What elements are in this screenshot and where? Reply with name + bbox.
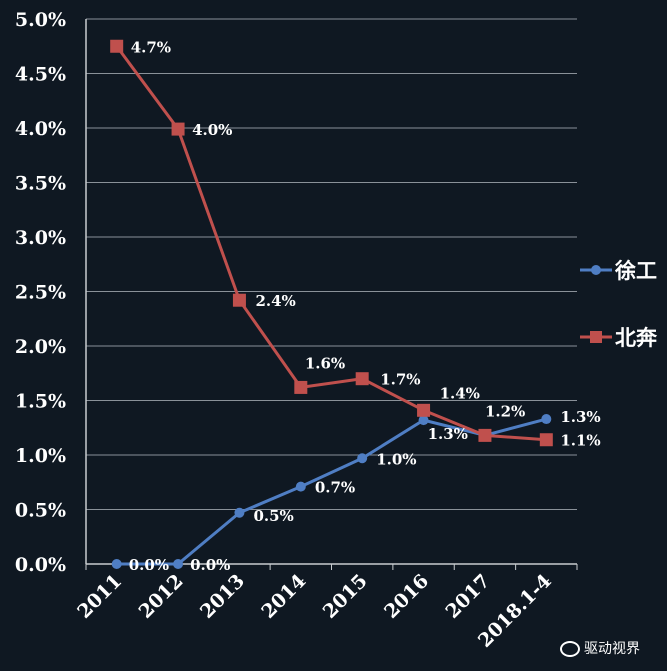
data-label: 1.3% [428, 425, 468, 443]
data-label: 2.4% [255, 292, 295, 310]
x-tick-label: 2013 [196, 570, 249, 623]
y-tick-label: 1.5% [15, 391, 66, 413]
data-label: 1.0% [376, 450, 416, 468]
series [110, 39, 553, 569]
data-point [234, 507, 245, 518]
wechat-icon [560, 641, 580, 657]
legend-marker [590, 331, 602, 343]
legend-label: 北奔 [615, 325, 658, 350]
data-label: 1.2% [485, 402, 525, 420]
data-label: 4.0% [192, 121, 232, 139]
grid-lines [86, 18, 577, 565]
y-tick-label: 3.5% [15, 173, 66, 195]
data-label: 0.5% [253, 507, 293, 525]
x-tick-label: 2011 [73, 570, 126, 623]
data-label: 4.7% [131, 38, 171, 56]
data-point [111, 559, 122, 569]
data-label: 1.1% [560, 432, 600, 450]
series-line [116, 417, 547, 566]
x-tick-label: 2014 [257, 570, 310, 623]
data-labels: 0.0% 0.0% 0.5% 0.7% 1.0% 1.3% 1.3% 4.7% 4.0% 2.4%… [129, 38, 601, 574]
data-point [417, 403, 431, 417]
x-tick-label: 2017 [442, 570, 495, 623]
data-label: 1.6% [305, 354, 345, 372]
data-point [110, 39, 124, 53]
legend-marker [591, 265, 601, 275]
axes: 0.0% 0.5% 1.0% 1.5% 2.0% 2.5% 3.0% 3.5% 4.0% 4.5%… [15, 9, 578, 652]
data-point [232, 293, 246, 307]
y-tick-label: 1.0% [15, 445, 66, 467]
data-label: 1.7% [380, 371, 420, 389]
data-label: 0.0% [129, 556, 169, 574]
y-tick-label: 2.5% [15, 282, 66, 304]
data-label: 0.0% [190, 556, 230, 574]
data-label: 1.3% [560, 408, 600, 426]
data-point [171, 122, 185, 136]
y-tick-label: 5.0% [15, 9, 66, 31]
watermark-text: 驱动视界 [584, 641, 640, 657]
legend-label: 徐工 [614, 258, 657, 283]
data-point [295, 481, 306, 492]
x-tick-label: 2015 [319, 570, 372, 623]
data-point [539, 433, 553, 447]
y-tick-label: 0.0% [15, 554, 66, 576]
data-point [541, 414, 552, 425]
y-tick-label: 4.5% [15, 64, 66, 86]
watermark: 驱动视界 [560, 638, 640, 658]
x-tick-label: 2016 [380, 570, 433, 623]
data-label: 0.7% [315, 479, 355, 497]
data-point [173, 559, 184, 569]
data-label: 1.4% [440, 384, 480, 402]
data-point [355, 372, 369, 386]
x-tick-label: 2012 [135, 570, 188, 623]
data-point [478, 428, 492, 442]
y-tick-label: 3.0% [15, 227, 66, 249]
data-point [418, 415, 429, 426]
y-tick-label: 4.0% [15, 118, 66, 140]
data-point [357, 453, 368, 464]
y-tick-label: 2.0% [15, 336, 66, 358]
y-tick-label: 0.5% [15, 500, 66, 522]
data-point [294, 380, 308, 394]
series-line [115, 45, 547, 442]
